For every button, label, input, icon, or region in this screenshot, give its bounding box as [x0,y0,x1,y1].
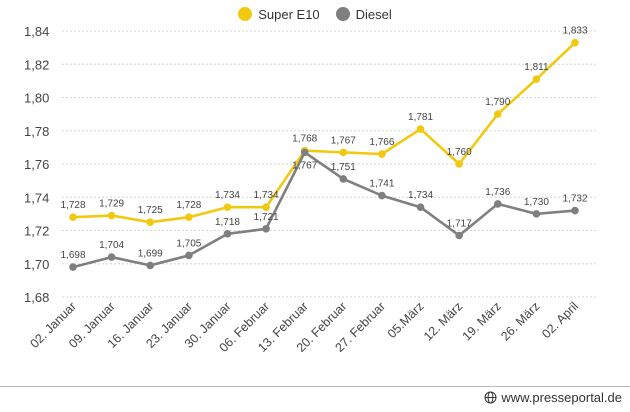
data-label: 1,766 [369,137,394,148]
data-label: 1,790 [485,97,510,108]
data-point [455,160,463,168]
y-tick-label: 1,70 [24,257,49,272]
data-label: 1,699 [138,248,163,259]
legend-label-diesel: Diesel [355,6,392,22]
data-label: 1,730 [524,197,549,208]
y-tick-label: 1,84 [24,24,49,39]
data-point [339,148,348,157]
y-tick-label: 1,80 [24,91,49,106]
data-point [262,225,270,233]
footer-divider [0,386,630,387]
y-tick-label: 1,74 [24,190,49,205]
data-point [493,110,502,118]
data-point [69,213,77,221]
data-point [146,218,155,226]
data-point [532,210,541,218]
data-point [223,230,232,238]
data-point [146,261,155,270]
y-tick-label: 1,72 [24,224,49,239]
data-point [262,203,270,212]
x-tick-label: 26. März [498,299,542,343]
data-point [107,211,116,220]
credit: www.presseportal.de [484,390,622,405]
legend-swatch-super-e10 [238,7,253,21]
credit-text[interactable]: www.presseportal.de [501,390,622,405]
legend-item-super-e10: Super E10 [238,6,320,22]
y-tick-label: 1,68 [24,290,49,305]
y-tick-label: 1,76 [24,157,49,172]
data-point [571,38,579,47]
data-point [416,203,425,212]
data-label: 1,833 [562,26,587,37]
data-point [339,175,348,183]
x-tick-label: 12. März [421,299,465,343]
data-label: 1,717 [447,218,472,229]
data-label: 1,781 [408,112,433,123]
data-point [493,200,502,208]
line-chart: 1,68 1,70 1,72 1,74 1,76 1,78 1,80 1,82 1,84 02. … [24,24,596,355]
data-label: 1,768 [292,134,317,145]
data-point [416,125,425,133]
data-label: 1,767 [331,135,356,146]
data-label: 1,698 [60,250,85,261]
data-label: 1,732 [562,194,587,205]
legend-label-super-e10: Super E10 [258,6,320,22]
data-label: 1,734 [408,190,433,201]
data-label: 1,734 [254,190,279,201]
data-label: 1,718 [215,217,240,228]
data-label: 1,736 [485,187,510,198]
data-point [69,263,77,271]
data-label: 1,767 [292,160,317,171]
data-point [378,191,386,200]
data-label: 1,741 [369,179,394,190]
y-tick-label: 1,82 [24,57,49,72]
data-label: 1,760 [447,147,472,158]
legend-swatch-diesel [335,7,350,21]
data-point [571,206,579,215]
x-tick-label: 19. März [460,299,504,343]
footer: www.presseportal.de [0,386,630,412]
data-point [532,75,541,84]
series-line [72,151,576,269]
data-label: 1,734 [215,190,240,201]
globe-icon [484,391,497,404]
data-label: 1,751 [331,162,356,173]
data-label: 1,721 [254,212,279,223]
data-point [185,213,193,221]
data-label: 1,725 [138,205,163,216]
data-point [300,148,309,157]
data-point [107,253,116,261]
x-tick-label: 05.März [385,299,427,341]
x-tick-label: 02. April [539,299,581,341]
data-label: 1,704 [99,240,124,251]
y-tick-label: 1,78 [24,124,49,139]
data-point [378,150,386,158]
data-point [455,231,463,240]
data-label: 1,728 [60,200,85,211]
chart-legend: Super E10 Diesel [0,4,630,24]
data-label: 1,705 [176,238,201,249]
data-label: 1,729 [99,199,124,210]
data-label: 1,811 [524,62,549,73]
series-line [72,41,576,224]
data-point [185,251,193,260]
legend-item-diesel: Diesel [335,6,392,22]
data-label: 1,728 [176,200,201,211]
data-point [223,203,232,212]
